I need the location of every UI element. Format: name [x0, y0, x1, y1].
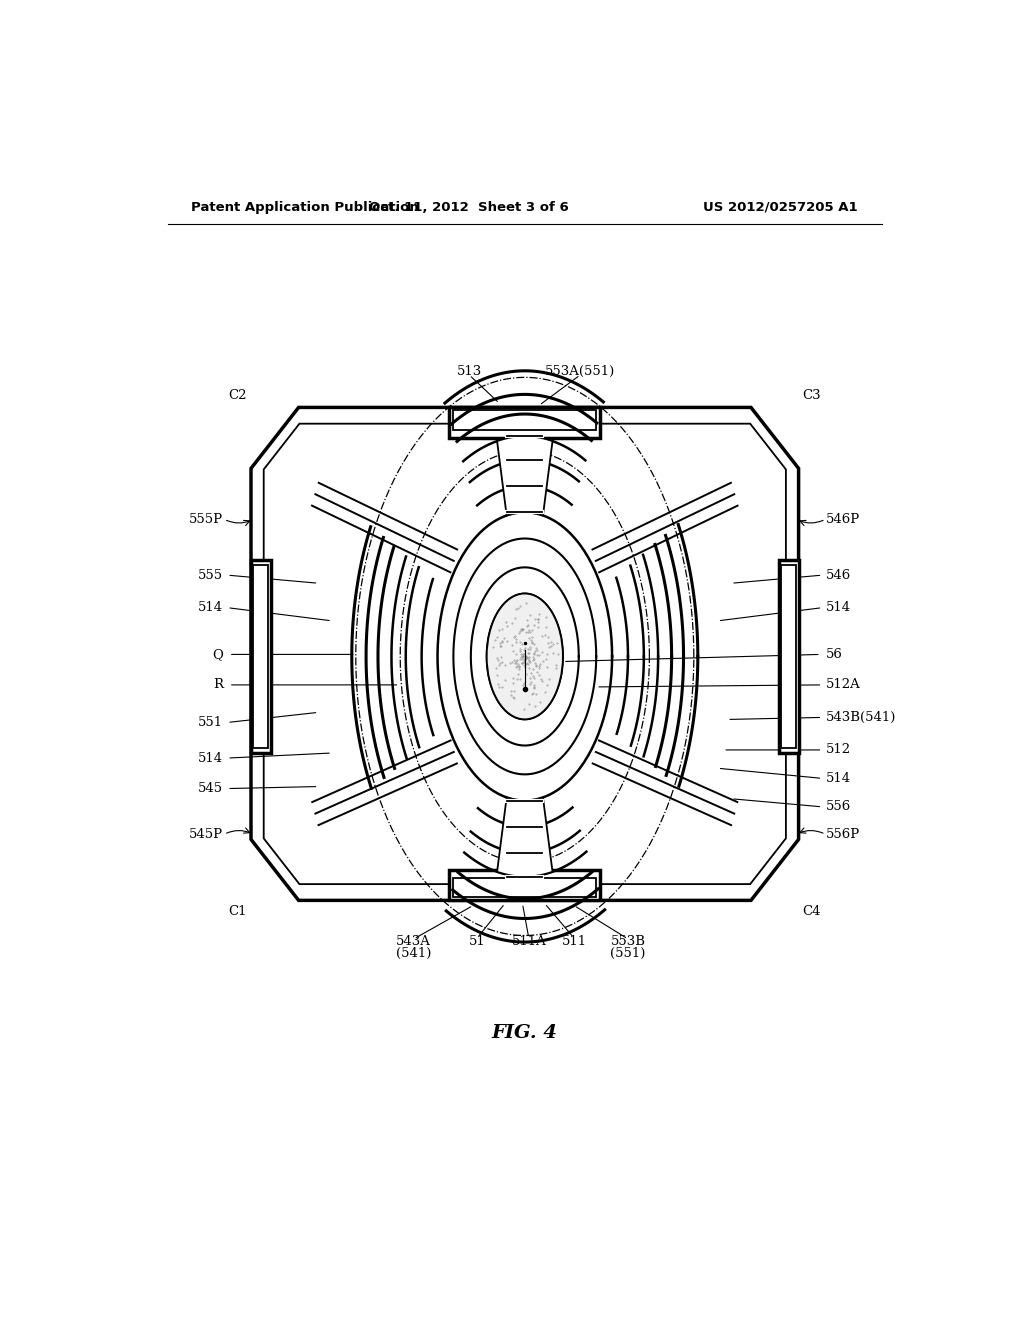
Polygon shape [253, 565, 268, 748]
Text: 545: 545 [198, 781, 223, 795]
Text: 555P: 555P [189, 512, 223, 525]
Text: C2: C2 [228, 389, 247, 403]
Text: 556P: 556P [826, 828, 860, 841]
Polygon shape [454, 411, 596, 430]
Text: 514: 514 [826, 601, 852, 614]
Text: Patent Application Publication: Patent Application Publication [191, 201, 419, 214]
Text: 551: 551 [198, 715, 223, 729]
Text: 543B(541): 543B(541) [826, 711, 897, 723]
Text: C4: C4 [803, 906, 821, 919]
Text: Oct. 11, 2012  Sheet 3 of 6: Oct. 11, 2012 Sheet 3 of 6 [370, 201, 569, 214]
Text: FIG. 4: FIG. 4 [492, 1023, 558, 1041]
Text: (551): (551) [610, 946, 646, 960]
Text: 553A(551): 553A(551) [545, 366, 615, 379]
Polygon shape [264, 424, 785, 884]
Text: 512A: 512A [826, 678, 861, 692]
Polygon shape [778, 560, 799, 752]
Text: 514: 514 [198, 751, 223, 764]
Text: (541): (541) [396, 946, 431, 960]
Polygon shape [497, 437, 553, 516]
Text: 51: 51 [469, 935, 485, 948]
Text: 513: 513 [457, 366, 482, 379]
Text: 556: 556 [826, 800, 852, 813]
Text: C3: C3 [803, 389, 821, 403]
Polygon shape [450, 870, 600, 900]
Text: 511: 511 [561, 935, 587, 948]
Text: 546P: 546P [826, 512, 860, 525]
Text: 511A: 511A [511, 935, 546, 948]
Text: 56: 56 [826, 648, 843, 661]
Text: 512: 512 [826, 743, 852, 756]
Text: R: R [213, 678, 223, 692]
Text: 553B: 553B [610, 935, 645, 948]
Polygon shape [251, 560, 270, 752]
Text: US 2012/0257205 A1: US 2012/0257205 A1 [703, 201, 858, 214]
Polygon shape [497, 797, 553, 876]
Polygon shape [450, 408, 600, 438]
Polygon shape [454, 878, 596, 898]
Text: 514: 514 [826, 772, 852, 785]
Text: 545P: 545P [189, 828, 223, 841]
Text: Q: Q [212, 648, 223, 661]
Text: 514: 514 [198, 601, 223, 614]
Text: 555: 555 [198, 569, 223, 582]
Text: C1: C1 [228, 906, 247, 919]
Text: O: O [512, 630, 521, 639]
Text: 543A: 543A [396, 935, 431, 948]
Polygon shape [781, 565, 797, 748]
Polygon shape [251, 408, 799, 900]
Ellipse shape [486, 594, 563, 719]
Text: 546: 546 [826, 569, 852, 582]
